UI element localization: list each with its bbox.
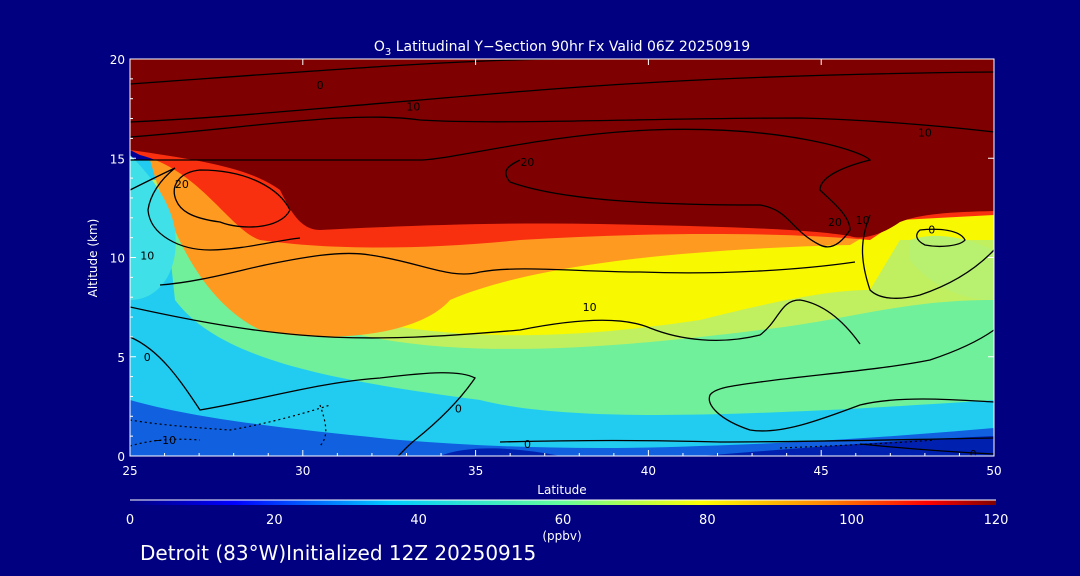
contour-label: 10 [583, 301, 597, 314]
field-band-blue [130, 400, 994, 456]
colorbar-unit: (ppbv) [542, 529, 581, 543]
ozone-field [130, 59, 994, 456]
field-pocket-right [910, 235, 994, 300]
contour-line [130, 71, 994, 123]
x-tick-label: 25 [122, 464, 137, 478]
y-tick-label: 15 [110, 152, 125, 166]
chart-title: O3 Latitudinal Y−Section 90hr Fx Valid 0… [374, 39, 750, 58]
y-axis: 0 5 10 15 20 [110, 53, 994, 464]
contour-line [173, 169, 291, 228]
contour-line [130, 116, 994, 138]
contour-label: 20 [828, 216, 842, 229]
x-tick-label: 35 [468, 464, 483, 478]
colorbar-ticks: 0 20 40 60 80 100 120 [126, 513, 1009, 528]
contour-line [916, 228, 966, 247]
contour-labels: 0 10 10 20 20 10 20 10 0 10 0 0 −10 0 0 [140, 79, 977, 461]
contour-label: 0 [144, 351, 151, 364]
contour-line [859, 443, 994, 455]
contour-label: 0 [928, 224, 935, 237]
contour-label: 10 [140, 250, 154, 263]
field-band-darkred [130, 59, 994, 238]
contour-label: 10 [918, 126, 932, 139]
x-axis: 25 30 35 40 45 50 [122, 59, 1002, 478]
colorbar-tick-label: 0 [126, 513, 134, 528]
field-band-deepblue [440, 436, 994, 456]
colorbar-tick-label: 60 [555, 513, 572, 528]
contour-line [708, 329, 994, 432]
contour-label: 0 [455, 402, 462, 415]
y-tick-label: 20 [110, 53, 125, 67]
contour-line [130, 128, 872, 248]
contour-label: 0 [524, 438, 531, 451]
footer-location-text: Detroit (83°W)Initialized 12Z 20250915 [140, 541, 537, 565]
colorbar-tick-label: 40 [410, 513, 427, 528]
contour-lines [130, 59, 994, 456]
y-tick-label: 5 [117, 351, 125, 365]
contour-label: 0 [970, 448, 977, 461]
contour-label: −10 [153, 434, 176, 447]
contour-line [130, 59, 561, 85]
contour-line [130, 336, 476, 456]
colorbar-tick-label: 80 [699, 513, 716, 528]
contour-line [130, 299, 861, 345]
contour-line [130, 167, 301, 251]
colorbar-tick-label: 20 [266, 513, 283, 528]
colorbar-tick-label: 100 [839, 513, 864, 528]
contour-label: 20 [175, 178, 189, 191]
x-tick-label: 40 [641, 464, 656, 478]
x-tick-label: 45 [814, 464, 829, 478]
contour-label: 10 [406, 101, 420, 114]
x-tick-label: 50 [986, 464, 1001, 478]
field-pocket-cyan [130, 155, 176, 300]
x-tick-label: 30 [295, 464, 310, 478]
x-axis-label: Latitude [537, 483, 586, 497]
y-tick-label: 10 [110, 252, 125, 266]
plot-area: 0 10 10 20 20 10 20 10 0 10 0 0 −10 0 0 [130, 59, 994, 461]
contour-line-negative [130, 404, 331, 431]
contour-lines-dotted [130, 404, 936, 449]
colorbar [130, 500, 996, 505]
colorbar-tick-label: 120 [984, 513, 1009, 528]
contour-label: 0 [317, 79, 324, 92]
contour-line-negative [130, 438, 201, 447]
contour-label: 10 [856, 214, 870, 227]
contour-label: 20 [520, 156, 534, 169]
contour-line [861, 214, 994, 299]
y-tick-label: 0 [117, 450, 125, 464]
y-axis-label: Altitude (km) [86, 219, 100, 298]
contour-line-negative [779, 439, 936, 449]
contour-line [499, 437, 994, 443]
contour-line [159, 252, 856, 286]
